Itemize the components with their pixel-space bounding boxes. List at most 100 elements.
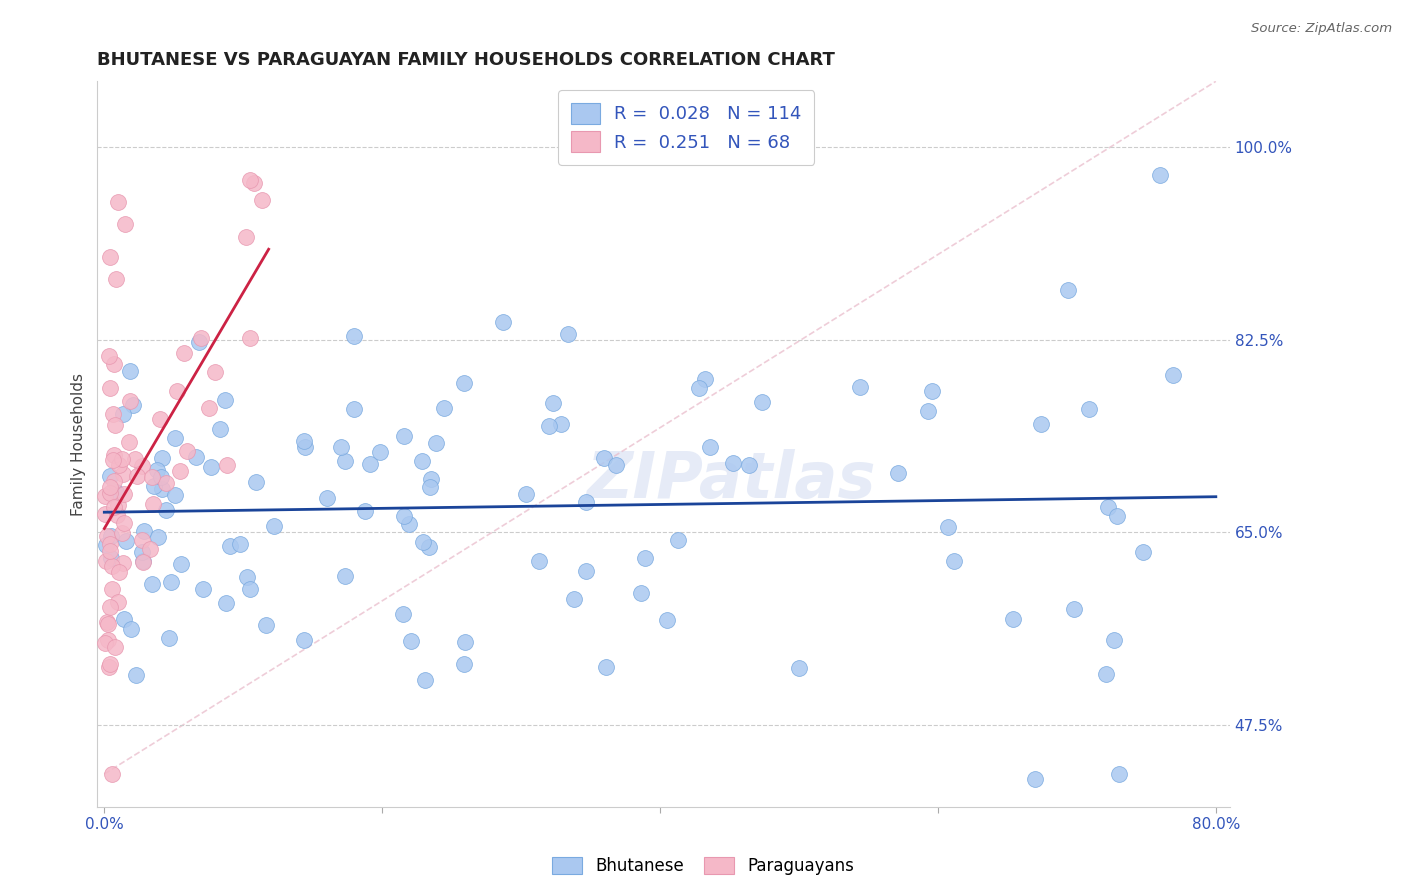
Point — [1102, 632, 1125, 647]
Point — [359, 457, 381, 471]
Point — [108, 458, 131, 472]
Point — [188, 334, 211, 349]
Point — [148, 530, 170, 544]
Point — [634, 550, 657, 565]
Point — [1095, 667, 1118, 681]
Legend: R =  0.028   N = 114, R =  0.251   N = 68: R = 0.028 N = 114, R = 0.251 N = 68 — [558, 90, 814, 165]
Point — [550, 417, 572, 431]
Point — [131, 459, 153, 474]
Point — [101, 582, 124, 596]
Point — [316, 491, 339, 505]
Point — [114, 217, 136, 231]
Point — [96, 538, 118, 552]
Point — [98, 600, 121, 615]
Point — [420, 472, 443, 486]
Point — [1077, 402, 1099, 417]
Point — [94, 507, 117, 521]
Point — [105, 485, 128, 500]
Point — [204, 365, 226, 379]
Point — [98, 469, 121, 483]
Point — [97, 617, 120, 632]
Point — [103, 358, 125, 372]
Point — [170, 557, 193, 571]
Point — [111, 452, 134, 467]
Point — [425, 435, 447, 450]
Point — [120, 622, 142, 636]
Point — [215, 596, 238, 610]
Point — [1001, 612, 1024, 626]
Point — [254, 618, 277, 632]
Point — [655, 613, 678, 627]
Point — [193, 582, 215, 597]
Point — [394, 429, 416, 443]
Point — [721, 456, 744, 470]
Point — [107, 195, 129, 210]
Point — [394, 509, 416, 524]
Point — [94, 489, 117, 503]
Point — [235, 229, 257, 244]
Point — [132, 554, 155, 568]
Point — [111, 526, 134, 541]
Point — [155, 476, 177, 491]
Point — [562, 592, 585, 607]
Point — [412, 535, 434, 549]
Point — [575, 495, 598, 509]
Point — [699, 440, 721, 454]
Point — [112, 467, 135, 482]
Point — [101, 558, 124, 573]
Point — [112, 516, 135, 530]
Point — [250, 193, 273, 207]
Text: Source: ZipAtlas.com: Source: ZipAtlas.com — [1251, 22, 1392, 36]
Point — [243, 177, 266, 191]
Point — [239, 582, 262, 597]
Point — [105, 272, 128, 286]
Point — [751, 395, 773, 409]
Point — [111, 556, 134, 570]
Point — [107, 595, 129, 609]
Point — [575, 564, 598, 578]
Point — [94, 636, 117, 650]
Point — [1149, 168, 1171, 182]
Point — [176, 444, 198, 458]
Point — [921, 384, 943, 399]
Point — [186, 450, 208, 464]
Point — [149, 412, 172, 426]
Point — [104, 640, 127, 654]
Point — [292, 434, 315, 448]
Point — [98, 381, 121, 395]
Point — [96, 529, 118, 543]
Point — [887, 467, 910, 481]
Point — [343, 328, 366, 343]
Point — [208, 422, 231, 436]
Point — [557, 327, 579, 342]
Point — [139, 541, 162, 556]
Point — [125, 668, 148, 682]
Point — [849, 380, 872, 394]
Point — [1108, 767, 1130, 781]
Point — [666, 533, 689, 547]
Y-axis label: Family Households: Family Households — [72, 373, 86, 516]
Point — [100, 537, 122, 551]
Point — [415, 673, 437, 687]
Point — [1029, 417, 1052, 432]
Point — [353, 504, 375, 518]
Point — [159, 575, 181, 590]
Point — [100, 529, 122, 543]
Point — [219, 539, 242, 553]
Point — [121, 398, 143, 412]
Point — [157, 631, 180, 645]
Point — [98, 250, 121, 264]
Point — [453, 376, 475, 390]
Point — [419, 479, 441, 493]
Point — [335, 568, 357, 582]
Point — [97, 349, 120, 363]
Point — [453, 657, 475, 672]
Point — [543, 396, 565, 410]
Point — [150, 450, 173, 465]
Point — [107, 498, 129, 512]
Point — [200, 460, 222, 475]
Point — [1132, 544, 1154, 558]
Point — [630, 586, 652, 600]
Point — [229, 537, 252, 551]
Point — [936, 520, 959, 534]
